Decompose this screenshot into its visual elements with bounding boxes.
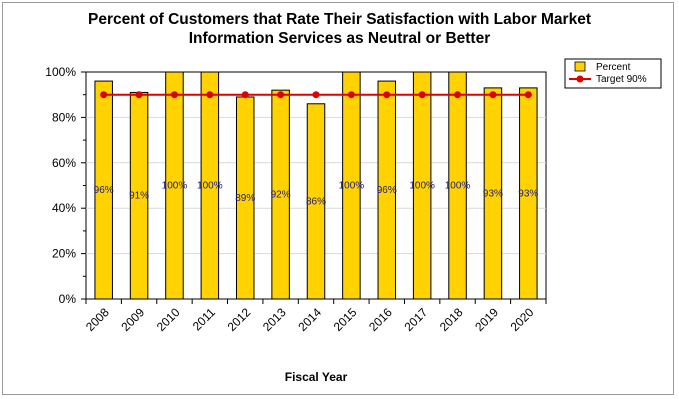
target-point <box>135 91 143 99</box>
target-point <box>418 91 426 99</box>
data-label: 92% <box>271 190 291 201</box>
bar <box>165 71 184 300</box>
bar <box>448 71 467 300</box>
y-tick-label: 60% <box>52 156 76 170</box>
bar <box>342 71 361 300</box>
data-labels: 96% 91% 100% 100% 89% 92% 86% 100% 96% 100% 100% 93… <box>94 181 539 208</box>
y-tick-label: 100% <box>45 65 76 79</box>
x-tick-label: 2016 <box>366 305 395 334</box>
x-tick-label: 2012 <box>225 305 254 334</box>
bar <box>306 103 326 300</box>
legend-marker-target <box>576 75 584 83</box>
target-point <box>454 91 462 99</box>
target-point <box>347 91 355 99</box>
x-tick-label: 2019 <box>472 305 501 334</box>
legend-label-target: Target 90% <box>596 74 647 85</box>
data-label: 91% <box>129 191 149 202</box>
target-point <box>312 91 320 99</box>
target-line <box>100 91 532 99</box>
y-tick-label: 80% <box>52 110 76 124</box>
x-tick-label: 2015 <box>331 305 360 334</box>
data-label: 100% <box>445 181 471 192</box>
bar <box>94 80 113 300</box>
target-point <box>100 91 108 99</box>
x-tick-label: 2018 <box>437 305 466 334</box>
bar <box>271 89 290 300</box>
x-tick-label: 2014 <box>295 305 324 334</box>
bar <box>200 71 220 300</box>
bar <box>483 87 503 300</box>
data-label: 93% <box>483 188 503 199</box>
data-label: 100% <box>339 181 365 192</box>
target-point <box>489 91 497 99</box>
x-tick-label: 2017 <box>401 305 430 334</box>
y-tick-label: 20% <box>52 247 76 261</box>
y-axis: 0% 20% 40% 60% 80% 100% <box>45 65 86 306</box>
chart-title-line-2: Information Services as Neutral or Bette… <box>188 30 491 47</box>
bars <box>94 71 538 300</box>
x-tick-label: 2009 <box>118 305 147 334</box>
legend-swatch-percent <box>574 61 586 72</box>
target-point <box>241 91 249 99</box>
target-point <box>206 91 214 99</box>
y-tick-label: 40% <box>52 201 76 215</box>
target-point <box>170 91 178 99</box>
chart-title-line-1: Percent of Customers that Rate Their Sat… <box>88 11 591 28</box>
x-tick-label: 2013 <box>260 305 289 334</box>
target-point <box>524 91 532 99</box>
x-tick-label: 2010 <box>154 305 183 334</box>
bar <box>519 87 538 300</box>
data-label: 96% <box>94 185 114 196</box>
target-point <box>277 91 285 99</box>
bar <box>377 80 397 300</box>
x-axis: 2008 2009 2010 2011 2012 2013 2014 2015 2016 2017… <box>83 299 547 334</box>
x-axis-title: Fiscal Year <box>285 370 348 384</box>
target-point <box>383 91 391 99</box>
data-label: 89% <box>235 193 255 204</box>
data-label: 100% <box>409 181 435 192</box>
bar <box>412 71 432 300</box>
legend: Percent Target 90% <box>564 58 662 89</box>
x-tick-label: 2011 <box>190 305 218 333</box>
data-label: 100% <box>162 181 188 192</box>
data-label: 100% <box>197 181 223 192</box>
data-label: 93% <box>518 188 538 199</box>
data-label: 96% <box>377 185 397 196</box>
x-tick-label: 2020 <box>508 305 537 334</box>
y-tick-label: 0% <box>59 292 77 306</box>
x-tick-label: 2008 <box>83 305 112 334</box>
legend-label-percent: Percent <box>596 62 631 73</box>
data-label: 86% <box>306 196 326 207</box>
chart-title: Percent of Customers that Rate Their Sat… <box>0 10 679 48</box>
